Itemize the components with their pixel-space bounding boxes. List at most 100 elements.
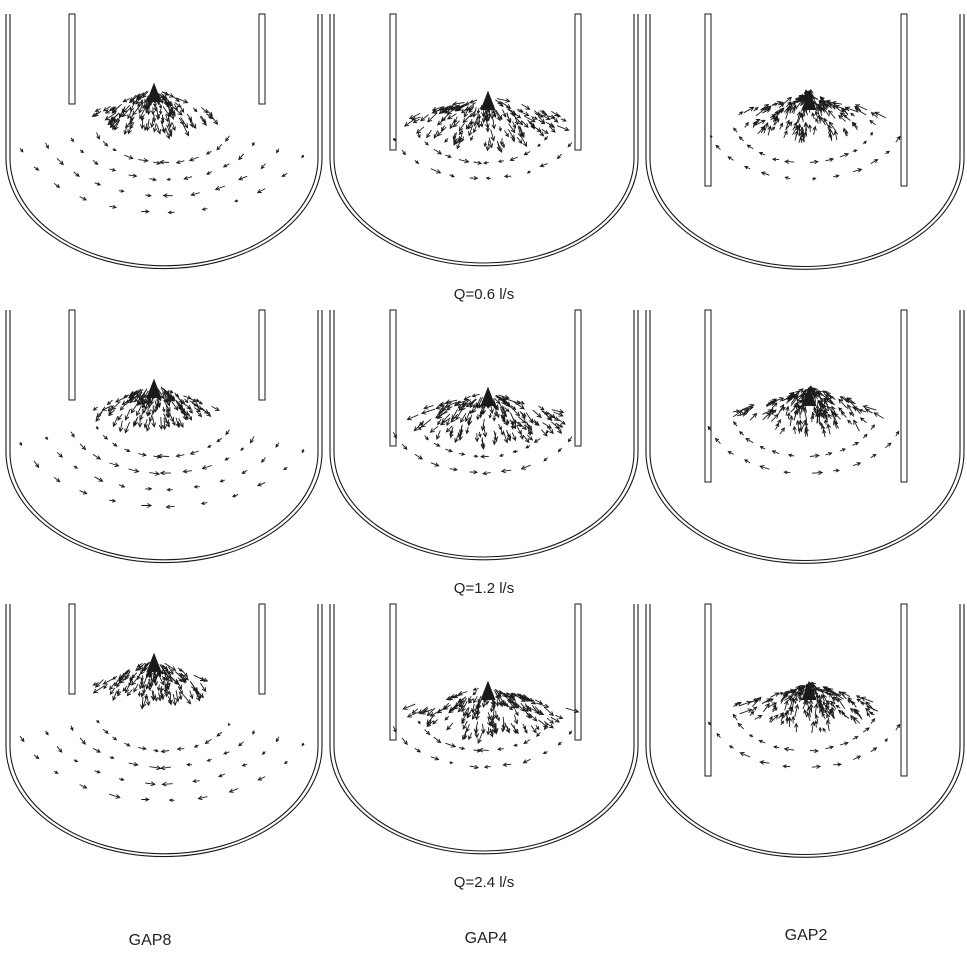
velocity-arrow	[525, 412, 534, 424]
velocity-arrow	[458, 130, 463, 136]
velocity-arrow	[870, 158, 879, 165]
velocity-arrow	[96, 132, 101, 140]
velocity-arrow	[124, 409, 131, 421]
velocity-arrow	[150, 690, 156, 701]
velocity-arrow	[446, 113, 457, 120]
velocity-arrow	[458, 746, 466, 750]
velocity-arrow	[865, 701, 875, 711]
velocity-arrow	[167, 681, 171, 687]
velocity-arrow	[418, 706, 428, 715]
velocity-arrow	[508, 693, 516, 699]
velocity-arrow	[513, 743, 518, 747]
velocity-arrow	[256, 188, 266, 194]
velocity-arrow	[756, 119, 766, 126]
velocity-arrow	[490, 718, 495, 729]
velocity-arrow	[854, 105, 862, 112]
velocity-arrow	[525, 445, 531, 449]
velocity-arrow	[743, 459, 751, 464]
velocity-arrow	[445, 425, 453, 433]
velocity-arrow	[301, 449, 305, 454]
velocity-arrow	[769, 715, 773, 723]
velocity-arrow	[70, 137, 74, 143]
velocity-arrow	[465, 426, 470, 435]
velocity-arrow	[189, 400, 200, 407]
velocity-arrow	[471, 704, 476, 714]
velocity-arrow	[214, 185, 226, 191]
velocity-arrow	[486, 716, 492, 727]
velocity-arrow	[92, 406, 99, 411]
velocity-arrow	[123, 670, 131, 675]
velocity-arrow	[438, 401, 452, 407]
velocity-arrow	[523, 739, 531, 745]
velocity-arrow	[178, 687, 184, 695]
velocity-arrow	[211, 406, 220, 411]
velocity-arrow	[512, 449, 518, 454]
velocity-arrow	[145, 407, 150, 417]
velocity-arrow	[827, 124, 834, 136]
velocity-arrow	[139, 678, 144, 686]
velocity-arrow	[487, 110, 492, 118]
velocity-arrow	[458, 130, 464, 144]
velocity-arrow	[160, 749, 170, 754]
velocity-arrow	[472, 107, 478, 118]
velocity-arrow	[250, 435, 255, 444]
velocity-arrow	[452, 120, 460, 128]
velocity-arrow	[426, 719, 432, 727]
velocity-arrow	[502, 762, 512, 767]
velocity-arrow	[493, 430, 498, 442]
velocity-arrow	[138, 664, 144, 671]
velocity-arrow	[516, 425, 522, 436]
velocity-arrow	[822, 727, 826, 733]
velocity-arrow	[821, 712, 826, 720]
velocity-arrow	[825, 719, 831, 732]
velocity-arrow	[773, 397, 785, 402]
velocity-arrow	[164, 417, 170, 428]
velocity-arrow	[496, 715, 501, 722]
velocity-arrow	[491, 118, 497, 130]
velocity-arrow	[155, 399, 160, 409]
velocity-arrow	[540, 429, 548, 437]
velocity-arrow	[163, 91, 175, 98]
velocity-arrow	[517, 416, 527, 424]
velocity-arrow	[841, 691, 851, 697]
velocity-arrow	[516, 703, 526, 712]
velocity-arrow	[534, 699, 544, 705]
velocity-arrow	[393, 431, 397, 439]
velocity-arrow	[190, 398, 197, 403]
velocity-arrow	[556, 153, 563, 160]
jet-apex	[146, 82, 162, 103]
velocity-arrow	[852, 168, 863, 173]
velocity-arrow	[464, 410, 471, 423]
velocity-arrow	[431, 107, 445, 114]
velocity-arrow	[779, 427, 785, 435]
velocity-arrow	[828, 121, 837, 132]
velocity-arrow	[139, 116, 145, 130]
velocity-arrow	[806, 711, 811, 722]
velocity-arrow	[543, 114, 556, 120]
velocity-arrow	[714, 437, 721, 445]
column-label-gap2: GAP2	[784, 927, 828, 944]
velocity-arrow	[773, 110, 782, 116]
velocity-arrow	[19, 147, 24, 153]
velocity-arrow	[542, 750, 548, 755]
baffle-pipe	[574, 13, 582, 151]
velocity-arrow	[550, 716, 560, 723]
velocity-arrow	[504, 130, 509, 138]
velocity-arrow	[825, 713, 830, 722]
velocity-arrow	[156, 684, 161, 692]
velocity-arrow	[874, 111, 887, 119]
velocity-arrow	[424, 729, 431, 736]
velocity-arrow	[557, 447, 563, 453]
velocity-arrow	[803, 709, 808, 718]
velocity-arrow	[472, 125, 477, 134]
velocity-arrow	[204, 738, 212, 744]
velocity-arrow	[542, 422, 553, 429]
velocity-arrow	[762, 411, 772, 421]
velocity-arrow	[870, 111, 878, 119]
velocity-arrow	[503, 174, 512, 179]
velocity-arrow	[181, 670, 188, 678]
velocity-arrow	[424, 141, 429, 146]
velocity-arrow	[817, 412, 822, 425]
velocity-arrow	[127, 109, 133, 120]
velocity-arrow	[196, 410, 203, 418]
